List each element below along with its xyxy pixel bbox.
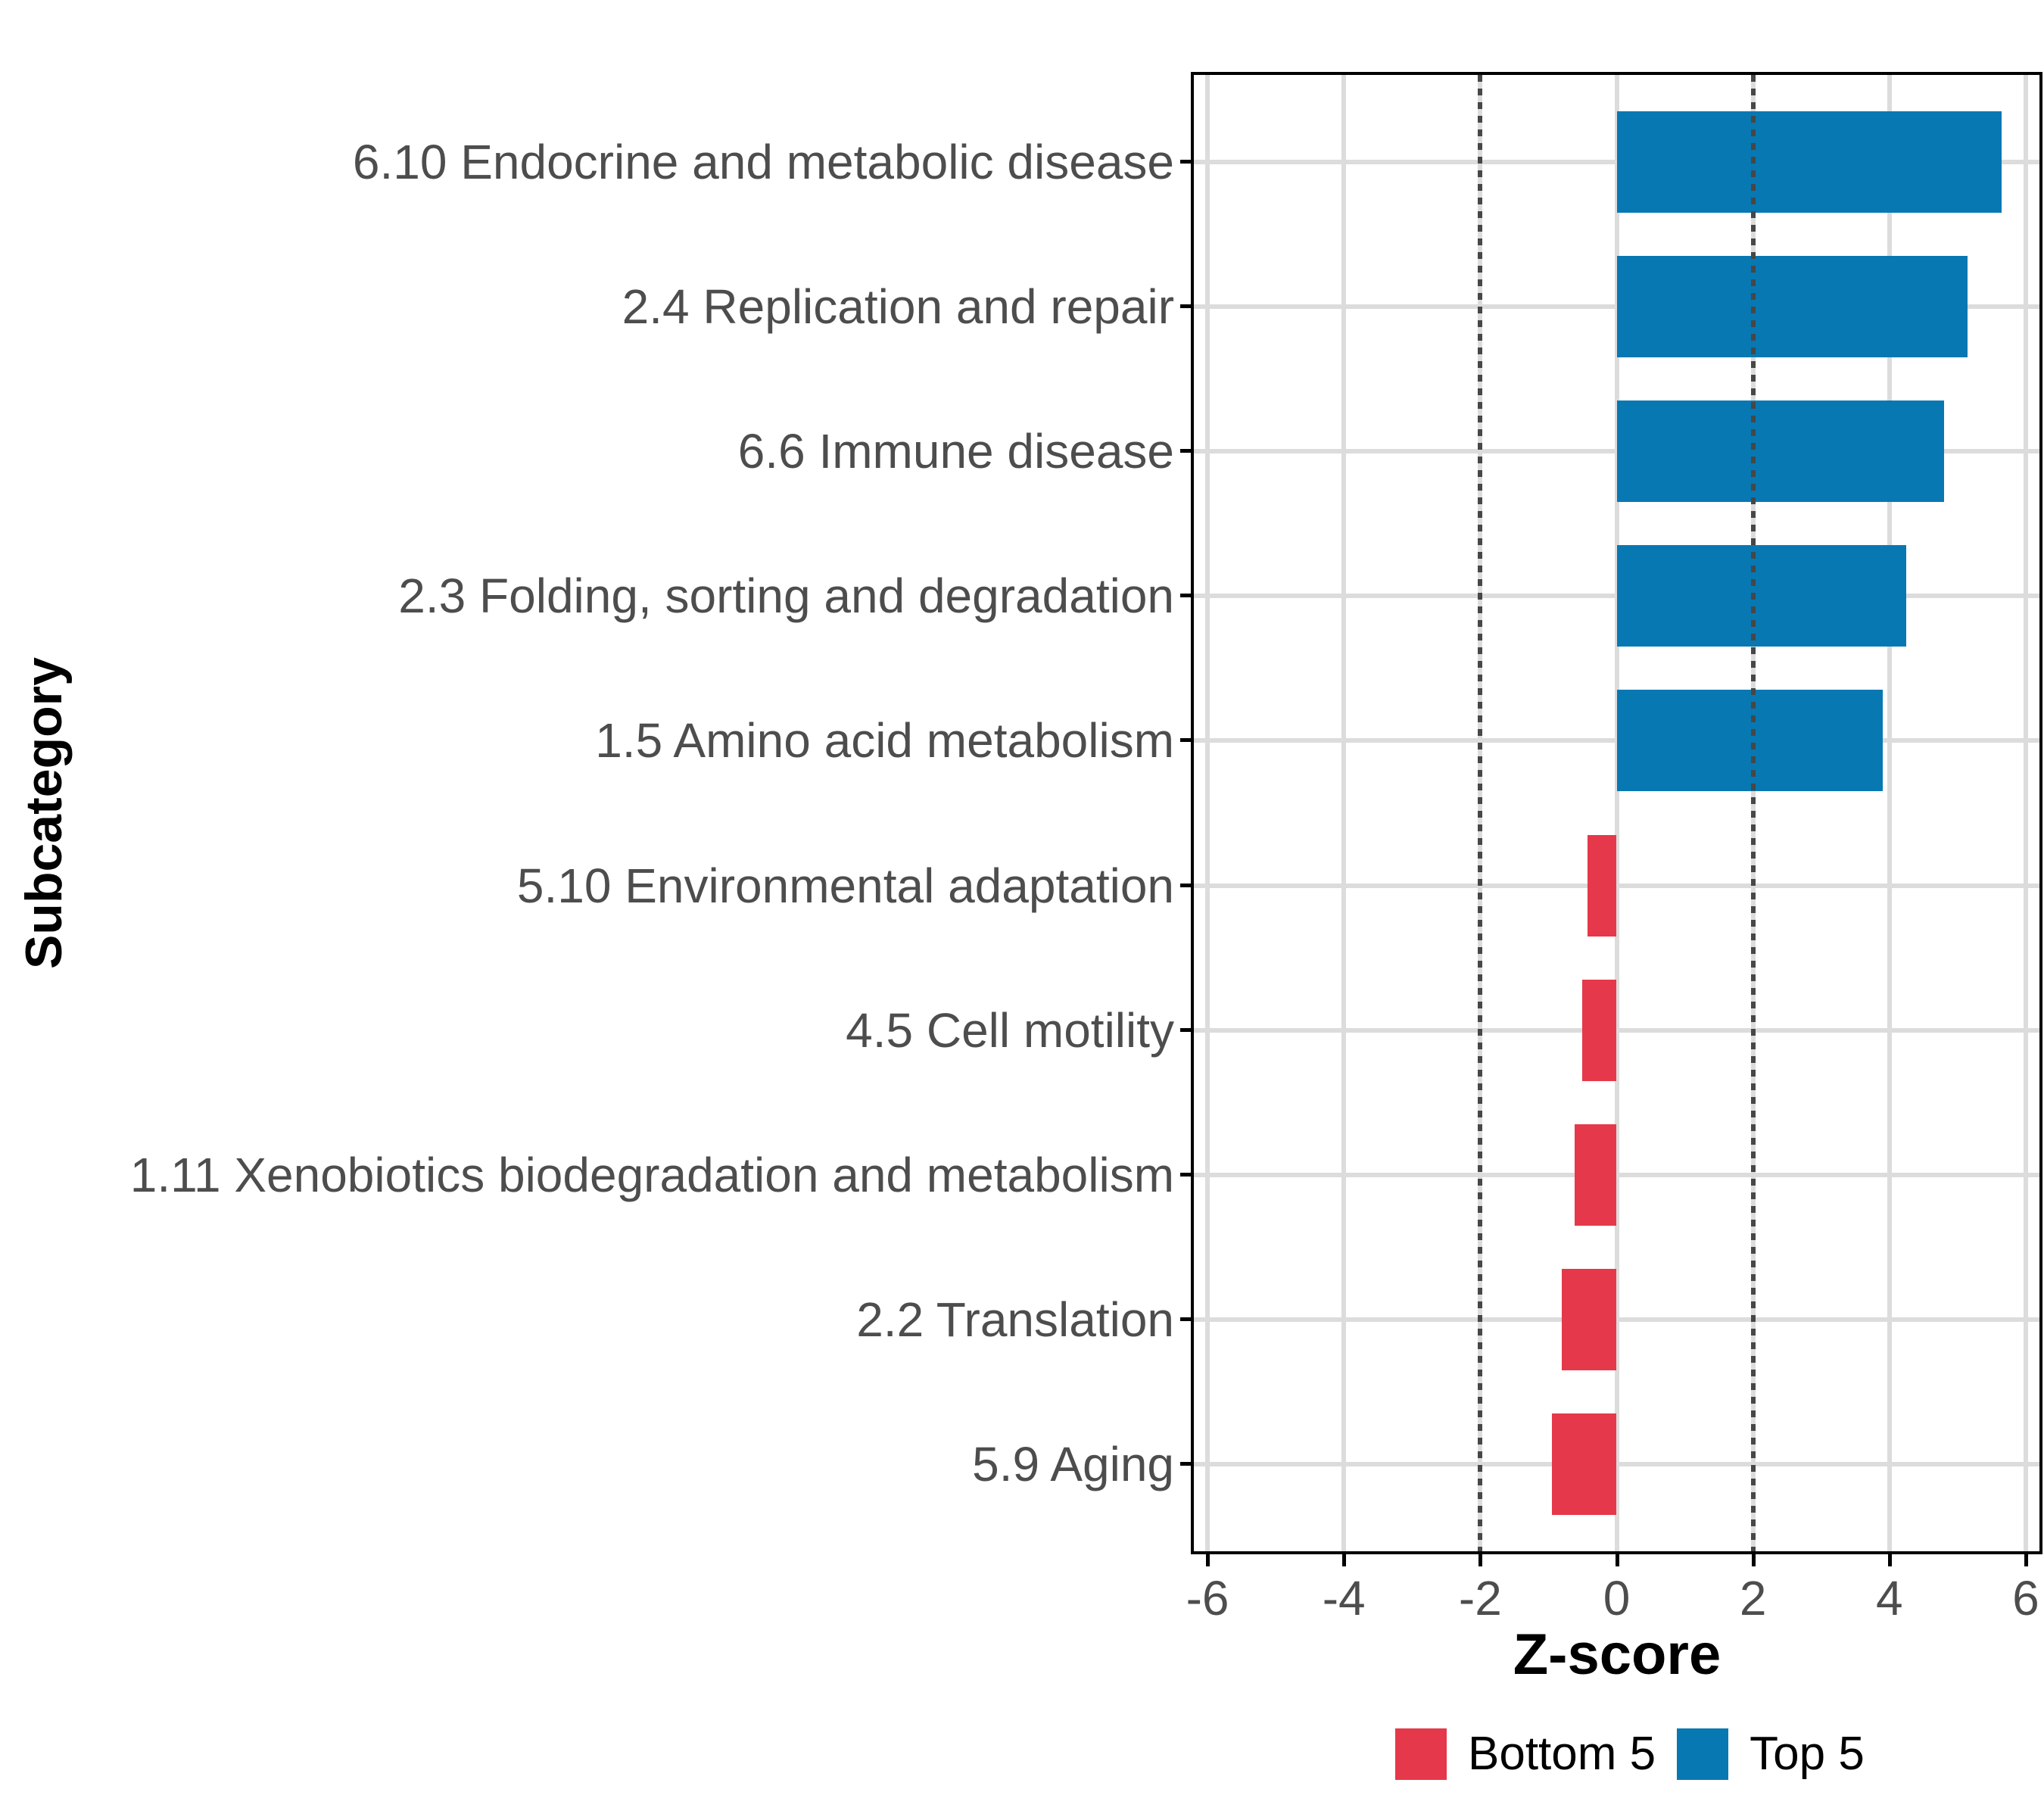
gridline-vertical: [1887, 75, 1892, 1551]
x-axis-tick: [1615, 1554, 1619, 1566]
x-axis-tick: [2024, 1554, 2028, 1566]
bar-top: [1616, 400, 1944, 503]
bar-bottom: [1562, 1269, 1617, 1371]
bar-top: [1616, 690, 1883, 792]
y-axis-tick: [1180, 738, 1192, 743]
y-axis-tick: [1180, 449, 1192, 453]
x-axis-title: Z-score: [1513, 1622, 1722, 1687]
bar-top: [1616, 255, 1968, 357]
y-axis-tick: [1180, 1317, 1192, 1322]
y-axis-category-label: 6.10 Endocrine and metabolic disease: [352, 134, 1174, 189]
y-axis-tick: [1180, 1027, 1192, 1032]
x-axis-tick: [1342, 1554, 1347, 1566]
gridline-vertical: [1341, 75, 1347, 1551]
bar-bottom: [1551, 1413, 1617, 1516]
x-axis-tick-label: 0: [1603, 1571, 1631, 1625]
legend-label-bottom-5: Bottom 5: [1468, 1728, 1656, 1780]
x-axis-tick-label: 4: [1876, 1571, 1903, 1625]
y-axis-category-label: 2.4 Replication and repair: [622, 279, 1174, 334]
x-axis-tick: [1206, 1554, 1211, 1566]
legend-label-top-5: Top 5: [1750, 1728, 1865, 1780]
x-axis-tick-label: -6: [1186, 1571, 1229, 1625]
bar-bottom: [1582, 979, 1617, 1081]
y-axis-tick: [1180, 1172, 1192, 1177]
gridline-vertical: [1614, 75, 1619, 1551]
y-axis-category-label: 5.9 Aging: [972, 1437, 1174, 1492]
x-axis-tick: [1887, 1554, 1892, 1566]
y-axis-category-label: 1.11 Xenobiotics biodegradation and meta…: [129, 1147, 1174, 1202]
y-axis-category-label: 2.3 Folding, sorting and degradation: [398, 569, 1174, 624]
x-axis-tick-label: -2: [1458, 1571, 1502, 1625]
reference-line-dotted: [1750, 75, 1756, 1551]
y-axis-category-label: 2.2 Translation: [856, 1292, 1174, 1348]
legend-swatch-top-5: [1677, 1728, 1729, 1780]
bar-top: [1616, 545, 1907, 647]
y-axis-category-label: 6.6 Immune disease: [737, 424, 1174, 479]
y-axis-tick: [1180, 1462, 1192, 1466]
legend-swatch-bottom-5: [1395, 1728, 1447, 1780]
legend: Bottom 5 Top 5: [1395, 1728, 1865, 1780]
y-axis-category-label: 4.5 Cell motility: [846, 1002, 1174, 1058]
x-axis-tick: [1751, 1554, 1756, 1566]
y-axis-tick: [1180, 159, 1192, 164]
bar-bottom: [1574, 1124, 1617, 1226]
y-axis-tick: [1180, 304, 1192, 308]
y-axis-category-label: 1.5 Amino acid metabolism: [595, 713, 1174, 768]
bar-top: [1616, 111, 2002, 213]
x-axis-tick-label: 2: [1739, 1571, 1767, 1625]
y-axis-tick: [1180, 594, 1192, 598]
bar-bottom: [1587, 834, 1617, 937]
gridline-vertical: [2023, 75, 2028, 1551]
reference-line-dotted: [1478, 75, 1483, 1551]
x-axis-tick-label: -4: [1322, 1571, 1366, 1625]
y-axis-tick: [1180, 883, 1192, 887]
x-axis-tick-label: 6: [2012, 1571, 2039, 1625]
gridline-vertical: [1205, 75, 1211, 1551]
y-axis-category-label: 5.10 Environmental adaptation: [516, 858, 1174, 913]
x-axis-tick: [1478, 1554, 1483, 1566]
